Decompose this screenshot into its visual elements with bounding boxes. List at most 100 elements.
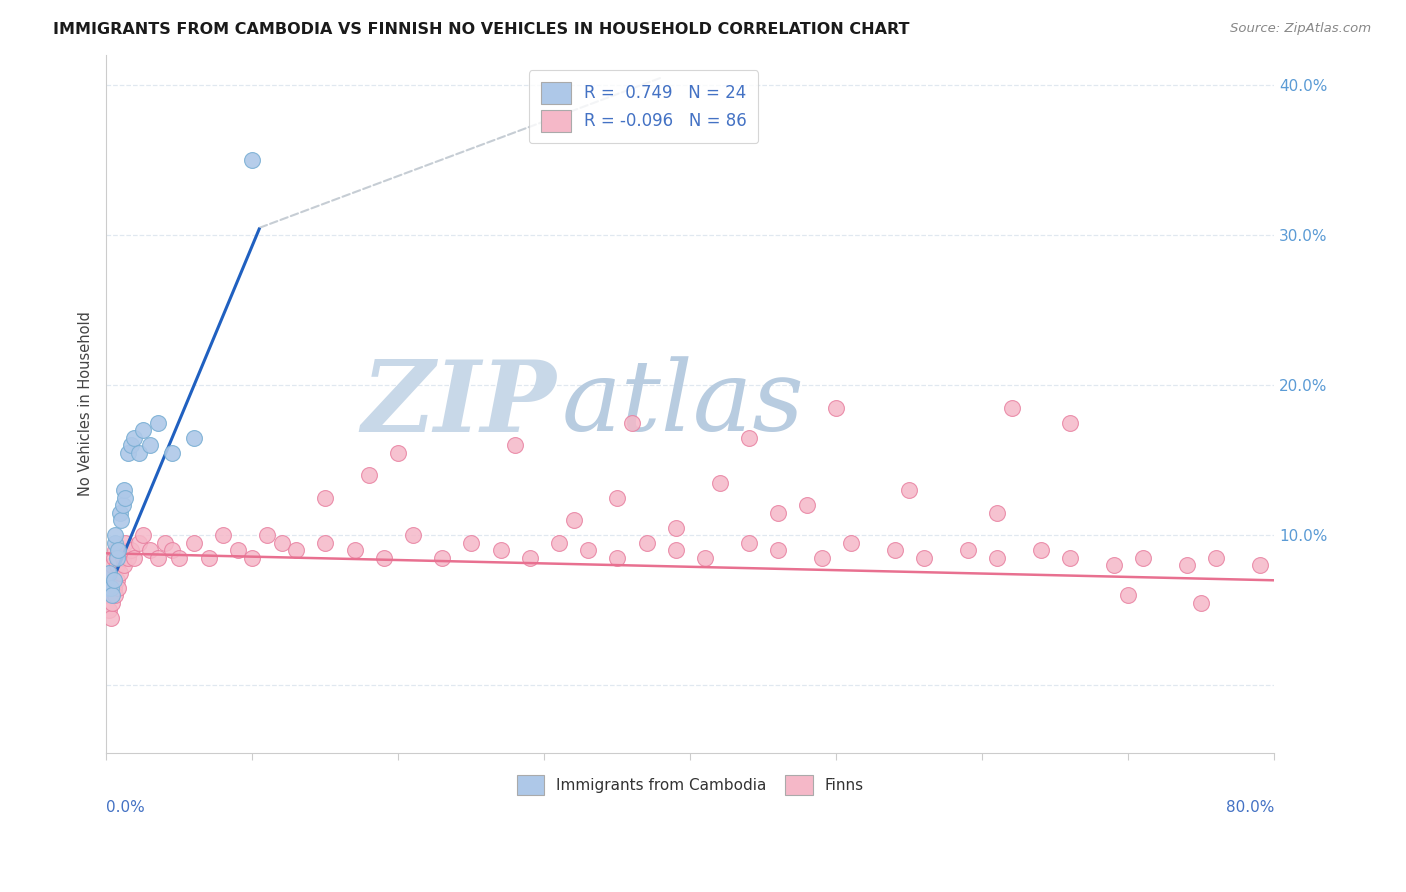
Point <box>212 528 235 542</box>
Point <box>98 566 121 580</box>
Point <box>105 574 128 588</box>
Point <box>100 566 122 580</box>
Point <box>562 513 585 527</box>
Point <box>104 536 127 550</box>
Point <box>796 498 818 512</box>
Point <box>1000 401 1022 415</box>
Point <box>120 543 142 558</box>
Point <box>120 438 142 452</box>
Point <box>460 536 482 550</box>
Point <box>314 536 336 550</box>
Point <box>114 536 136 550</box>
Text: 0.0%: 0.0% <box>107 800 145 815</box>
Point <box>160 446 183 460</box>
Point <box>606 491 628 505</box>
Point <box>1059 550 1081 565</box>
Point <box>97 588 120 602</box>
Point <box>183 536 205 550</box>
Point <box>1175 558 1198 573</box>
Point <box>432 550 454 565</box>
Point <box>108 566 131 580</box>
Point <box>343 543 366 558</box>
Text: 80.0%: 80.0% <box>1226 800 1274 815</box>
Point <box>738 536 761 550</box>
Point <box>111 498 134 512</box>
Point <box>122 431 145 445</box>
Point <box>114 491 136 505</box>
Point <box>359 468 381 483</box>
Point <box>105 550 128 565</box>
Point <box>839 536 862 550</box>
Point <box>242 153 264 168</box>
Point <box>101 596 124 610</box>
Point <box>112 483 135 498</box>
Point <box>1059 416 1081 430</box>
Point <box>738 431 761 445</box>
Point <box>256 528 278 542</box>
Point <box>146 550 169 565</box>
Point <box>111 550 134 565</box>
Text: IMMIGRANTS FROM CAMBODIA VS FINNISH NO VEHICLES IN HOUSEHOLD CORRELATION CHART: IMMIGRANTS FROM CAMBODIA VS FINNISH NO V… <box>53 22 910 37</box>
Point <box>606 550 628 565</box>
Point <box>1189 596 1212 610</box>
Point <box>1102 558 1125 573</box>
Point <box>314 491 336 505</box>
Text: atlas: atlas <box>562 356 804 451</box>
Point <box>242 550 264 565</box>
Point <box>693 550 716 565</box>
Point <box>270 536 292 550</box>
Point <box>128 446 150 460</box>
Point <box>146 416 169 430</box>
Point <box>665 521 688 535</box>
Point <box>197 550 219 565</box>
Point <box>169 550 191 565</box>
Point <box>107 550 129 565</box>
Point <box>105 558 128 573</box>
Point <box>986 550 1008 565</box>
Point <box>132 423 155 437</box>
Point <box>100 581 122 595</box>
Point <box>986 506 1008 520</box>
Point <box>825 401 848 415</box>
Point <box>810 550 832 565</box>
Point <box>107 543 129 558</box>
Point <box>766 506 789 520</box>
Point <box>101 588 124 602</box>
Point <box>117 446 139 460</box>
Point <box>117 550 139 565</box>
Point <box>1205 550 1227 565</box>
Point <box>110 513 132 527</box>
Point <box>183 431 205 445</box>
Point <box>636 536 658 550</box>
Legend: Immigrants from Cambodia, Finns: Immigrants from Cambodia, Finns <box>509 767 872 803</box>
Point <box>1118 588 1140 602</box>
Point <box>402 528 425 542</box>
Point <box>132 528 155 542</box>
Point <box>665 543 688 558</box>
Point <box>101 558 124 573</box>
Point <box>226 543 249 558</box>
Point <box>139 438 162 452</box>
Y-axis label: No Vehicles in Household: No Vehicles in Household <box>79 311 93 497</box>
Point <box>104 588 127 602</box>
Point <box>104 528 127 542</box>
Point <box>912 550 935 565</box>
Point <box>103 581 125 595</box>
Point <box>898 483 921 498</box>
Point <box>956 543 979 558</box>
Point <box>489 543 512 558</box>
Point <box>883 543 905 558</box>
Point <box>98 603 121 617</box>
Point <box>519 550 541 565</box>
Point <box>103 574 125 588</box>
Point <box>104 543 127 558</box>
Point <box>128 536 150 550</box>
Point <box>621 416 644 430</box>
Point <box>373 550 395 565</box>
Point <box>98 574 121 588</box>
Text: Source: ZipAtlas.com: Source: ZipAtlas.com <box>1230 22 1371 36</box>
Point <box>100 611 122 625</box>
Point <box>103 550 125 565</box>
Point <box>112 558 135 573</box>
Point <box>160 543 183 558</box>
